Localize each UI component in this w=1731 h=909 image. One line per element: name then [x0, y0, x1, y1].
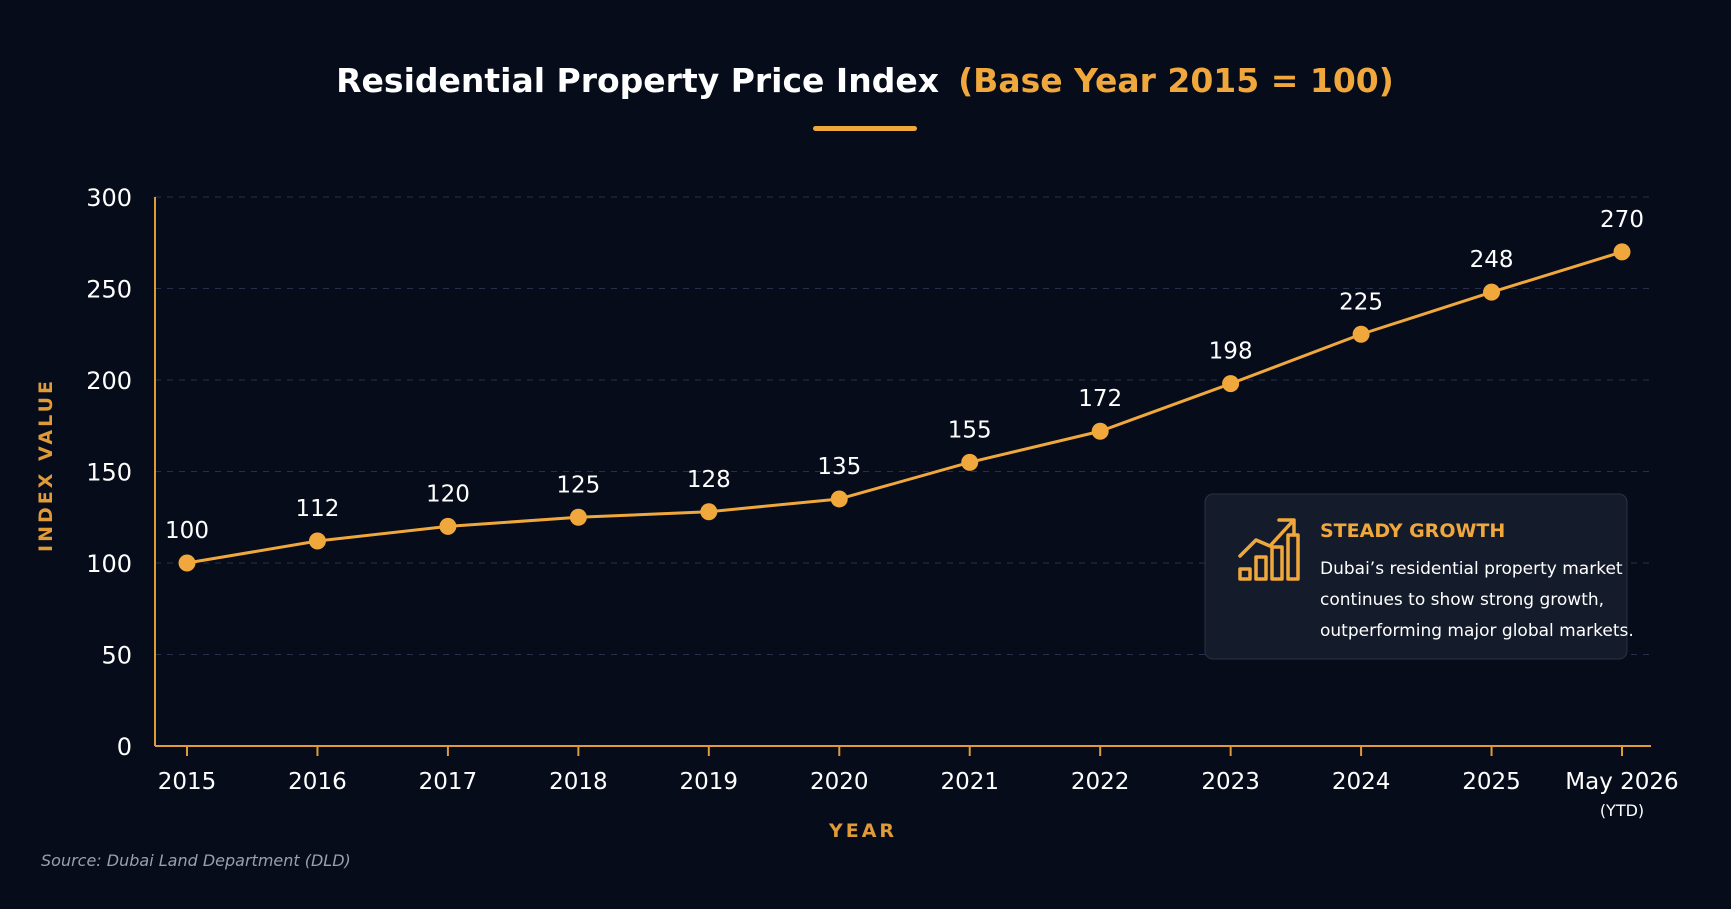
growth-chart-icon	[1238, 518, 1300, 581]
data-label: 248	[1470, 247, 1514, 273]
y-axis-ticks: 0 50 100 150 200 250 300	[86, 184, 132, 761]
data-point	[569, 508, 587, 526]
x-tick-label: 2018	[549, 769, 608, 795]
callout-background	[1204, 493, 1628, 660]
x-tick-label: 2017	[419, 769, 478, 795]
data-point	[308, 532, 326, 550]
data-point	[1091, 422, 1109, 440]
data-point	[178, 554, 196, 572]
data-label: 270	[1600, 207, 1644, 233]
x-tick-label: 2025	[1462, 769, 1521, 795]
axes	[154, 197, 1651, 747]
data-label: 125	[556, 472, 600, 498]
series-line-group	[178, 243, 1631, 572]
x-tick-label: 2023	[1201, 769, 1260, 795]
chart-title: Residential Property Price Index (Base Y…	[336, 61, 1394, 100]
y-tick-label: 100	[86, 550, 132, 578]
callout-line-1: Dubai’s residential property market	[1320, 559, 1623, 579]
y-tick-label: 250	[86, 276, 132, 304]
data-label: 100	[165, 518, 209, 544]
y-tick-label: 300	[86, 184, 132, 212]
data-label: 120	[426, 481, 470, 507]
data-point	[961, 453, 979, 471]
data-label: 112	[296, 496, 340, 522]
source-note: Source: Dubai Land Department (DLD)	[41, 851, 351, 870]
callout-line-3: outperforming major global markets.	[1320, 621, 1634, 641]
x-axis-title: YEAR	[828, 820, 897, 842]
data-point	[1613, 243, 1631, 261]
data-point	[1222, 375, 1240, 393]
y-tick-label: 50	[101, 642, 132, 670]
x-tick-label: 2021	[940, 769, 999, 795]
y-tick-label: 150	[86, 459, 132, 487]
chart-title-accent: (Base Year 2015 = 100)	[958, 61, 1394, 100]
y-tick-label: 0	[117, 733, 132, 761]
x-tick-label: 2020	[810, 769, 869, 795]
x-tick-label: May 2026	[1565, 769, 1678, 795]
x-tick-label: 2016	[288, 769, 347, 795]
x-tick-label: 2024	[1332, 769, 1391, 795]
data-label: 172	[1078, 386, 1122, 412]
callout-line-2: continues to show strong growth,	[1320, 590, 1604, 610]
data-labels: 100 112 120 125 128 135 155 172 198 225 248 270	[165, 207, 1644, 544]
data-label: 198	[1209, 339, 1253, 365]
series-line	[186, 250, 1623, 565]
data-point	[700, 503, 718, 521]
y-axis-title: INDEX VALUE	[35, 378, 57, 552]
x-axis-ticks: 2015 2016 2017 2018 2019 2020 2021 2022 2023 2024…	[158, 746, 1679, 820]
data-label: 135	[817, 454, 861, 480]
data-point	[439, 517, 457, 535]
data-point	[1483, 283, 1501, 301]
data-point	[1352, 325, 1370, 343]
data-point	[830, 490, 848, 508]
chart-title-main: Residential Property Price Index	[336, 61, 939, 100]
title-underline	[813, 126, 917, 131]
callout-box: STEADY GROWTH Dubai’s residential proper…	[1204, 493, 1634, 660]
y-tick-label: 200	[86, 367, 132, 395]
data-label: 155	[948, 417, 992, 443]
x-tick-label: 2015	[158, 769, 217, 795]
x-tick-note: (YTD)	[1600, 801, 1644, 820]
data-label: 225	[1339, 289, 1383, 315]
data-label: 128	[687, 467, 731, 493]
callout-title: STEADY GROWTH	[1320, 520, 1505, 542]
x-tick-label: 2022	[1071, 769, 1130, 795]
gridlines	[155, 196, 1651, 655]
x-tick-label: 2019	[680, 769, 739, 795]
